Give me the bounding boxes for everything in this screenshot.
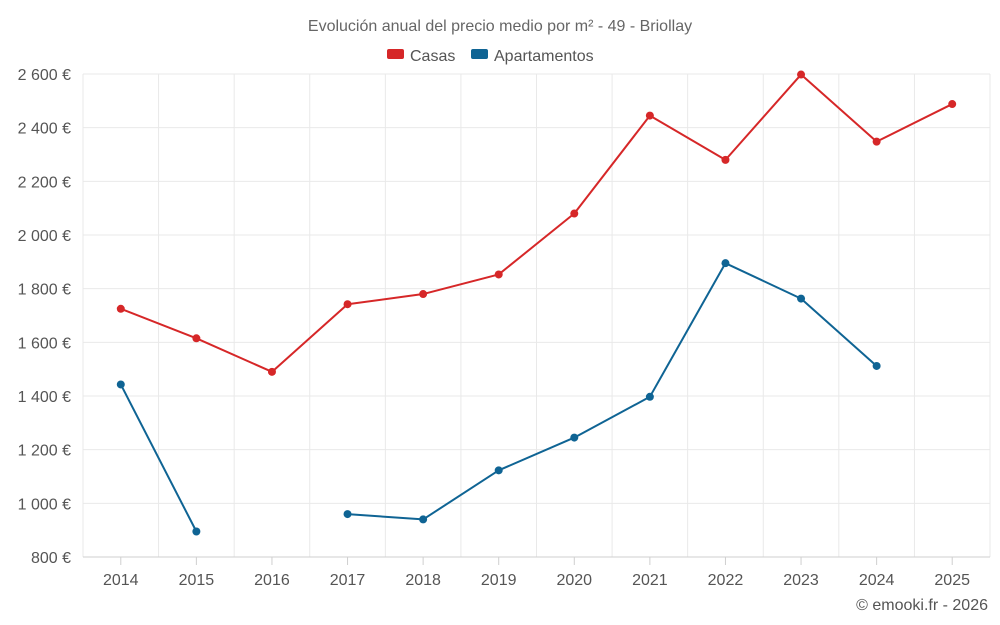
data-point-casas[interactable] [570,209,579,218]
axes: 800 € 1 000 € 1 200 € 1 400 € 1 600 € 1 800 €… [18,67,990,589]
data-point-apartamentos[interactable] [570,433,579,442]
x-tick-label: 2021 [632,572,668,589]
x-tick-label: 2014 [103,572,139,589]
legend-label-apartamentos: Apartamentos [494,48,594,65]
legend-swatch-apartamentos [471,49,488,59]
y-tick-label: 1 200 € [18,443,71,460]
x-tick-label: 2019 [481,572,517,589]
x-tick-label: 2025 [934,572,970,589]
data-point-casas[interactable] [721,155,730,164]
data-point-casas[interactable] [872,137,881,146]
x-tick-label: 2018 [405,572,441,589]
data-point-casas[interactable] [419,290,428,299]
credit-text: © emooki.fr - 2026 [856,597,988,614]
series-line-casas [119,73,954,373]
x-tick-label: 2024 [859,572,895,589]
data-point-apartamentos[interactable] [116,380,125,389]
legend-label-casas: Casas [410,48,455,65]
y-tick-label: 2 000 € [18,228,71,245]
legend-item-apartamentos[interactable]: Apartamentos [471,48,594,65]
data-point-casas[interactable] [343,300,352,309]
legend-item-casas[interactable]: Casas [387,48,455,65]
data-point-casas[interactable] [948,100,957,109]
series-line-apartamentos [119,383,198,533]
data-point-apartamentos[interactable] [645,392,654,401]
chart-title: Evolución anual del precio medio por m² … [308,18,692,35]
y-tick-label: 800 € [31,550,71,567]
data-point-casas[interactable] [494,270,503,279]
x-tick-label: 2023 [783,572,819,589]
x-tick-label: 2016 [254,572,290,589]
x-tick-label: 2020 [556,572,592,589]
series [116,70,957,536]
data-point-apartamentos[interactable] [797,294,806,303]
y-tick-label: 1 800 € [18,282,71,299]
series-casas [116,70,957,376]
y-tick-label: 1 600 € [18,335,71,352]
data-point-casas[interactable] [797,70,806,79]
series-apartamentos [116,259,881,536]
data-point-casas[interactable] [192,334,201,343]
data-point-apartamentos[interactable] [872,361,881,370]
data-point-casas[interactable] [116,304,125,313]
data-point-apartamentos[interactable] [419,515,428,524]
legend[interactable]: Casas Apartamentos [387,48,594,65]
y-tick-label: 1 400 € [18,389,71,406]
data-point-casas[interactable] [267,367,276,376]
data-point-apartamentos[interactable] [494,466,503,475]
grid [82,73,991,558]
y-tick-label: 2 200 € [18,174,71,191]
x-tick-label: 2017 [330,572,366,589]
data-point-apartamentos[interactable] [192,527,201,536]
data-point-apartamentos[interactable] [343,510,352,519]
y-tick-label: 2 600 € [18,67,71,84]
y-tick-label: 1 000 € [18,496,71,513]
x-tick-label: 2022 [708,572,744,589]
x-tick-label: 2015 [179,572,215,589]
y-tick-label: 2 400 € [18,121,71,138]
legend-swatch-casas [387,49,404,59]
data-point-apartamentos[interactable] [721,259,730,268]
data-point-casas[interactable] [645,111,654,120]
series-line-apartamentos [346,262,878,521]
